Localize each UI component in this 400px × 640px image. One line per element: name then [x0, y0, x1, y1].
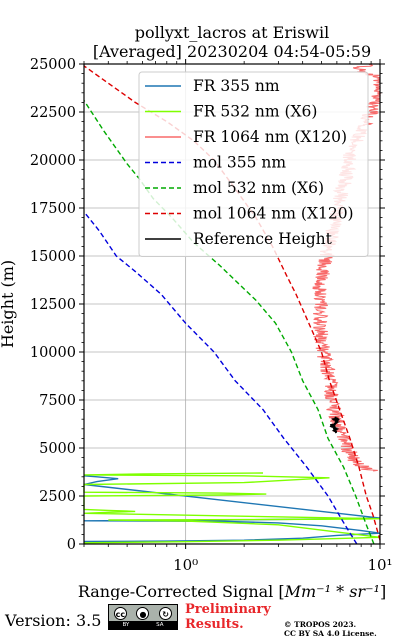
- chart-title: pollyxt_lacros at Eriswil: [135, 23, 329, 42]
- preliminary-line-1: Preliminary: [185, 602, 271, 617]
- copyright-line-1: © TROPOS 2023.: [284, 620, 357, 629]
- y-tick-label: 25000: [30, 57, 76, 73]
- y-tick-label: 7500: [39, 393, 76, 409]
- cc-icon-row: cc ● ↻: [109, 605, 177, 621]
- legend-label: mol 355 nm: [193, 154, 286, 172]
- lidar-profile-chart: pollyxt_lacros at Eriswil [Averaged] 202…: [0, 23, 393, 600]
- legend: FR 355 nm FR 532 nm (X6) FR 1064 nm (X120)…: [138, 71, 369, 257]
- y-axis-label: Height (m): [0, 260, 17, 348]
- y-tick-label: 20000: [30, 153, 76, 169]
- series-line-1: [83, 472, 381, 544]
- series-line-3: [83, 211, 358, 545]
- x-axis-label-units: Mm⁻¹ * sr⁻¹: [284, 582, 380, 600]
- cc-label-sa: SA: [156, 622, 164, 628]
- cc-label-row: BY SA: [109, 621, 177, 629]
- x-axis-label-suffix: ]: [380, 582, 386, 600]
- chart-subtitle: [Averaged] 20230204 04:54-05:59: [93, 42, 371, 61]
- cc-label-by: BY: [122, 622, 130, 628]
- copyright-line-2: CC BY SA 4.0 License.: [284, 629, 377, 638]
- legend-label: Reference Height: [193, 230, 333, 248]
- copyright-notice: © TROPOS 2023. CC BY SA 4.0 License.: [284, 620, 377, 638]
- y-tick-label: 2500: [39, 489, 76, 505]
- preliminary-line-2: Results.: [185, 617, 244, 632]
- y-tick-label: 12500: [30, 297, 76, 313]
- y-tick-label: 0: [67, 537, 76, 553]
- y-tick-label: 15000: [30, 249, 76, 265]
- x-axis-label: Range-Corrected Signal [Mm⁻¹ * sr⁻¹]: [78, 582, 386, 600]
- cc-by-icon: ●: [136, 606, 150, 620]
- version-label: Version: 3.5: [5, 611, 102, 630]
- y-tick-label: 17500: [30, 201, 76, 217]
- legend-label: FR 532 nm (X6): [193, 103, 317, 121]
- x-tick-label: 10⁰: [173, 556, 198, 574]
- y-tick-label: 5000: [39, 441, 76, 457]
- y-tick-label: 10000: [30, 345, 76, 361]
- series-line-6: [329, 416, 341, 434]
- y-tick-label: 22500: [30, 105, 76, 121]
- cc-license-badge: cc ● ↻ BY SA: [108, 604, 178, 630]
- legend-label: mol 1064 nm (X120): [193, 205, 354, 223]
- x-axis-label-prefix: Range-Corrected Signal [: [78, 582, 285, 600]
- ticks: 0 2500 5000 7500 10000 12500 15000 17500 20000 22…: [30, 57, 393, 574]
- legend-label: FR 355 nm: [193, 77, 280, 95]
- legend-label: FR 1064 nm (X120): [193, 128, 347, 146]
- x-tick-label: 10¹: [367, 556, 392, 574]
- legend-label: mol 532 nm (X6): [193, 179, 324, 197]
- legend-box: [138, 71, 369, 257]
- preliminary-notice: Preliminary Results.: [185, 602, 271, 632]
- cc-sa-icon: ↻: [159, 606, 173, 620]
- cc-icon: cc: [113, 606, 127, 620]
